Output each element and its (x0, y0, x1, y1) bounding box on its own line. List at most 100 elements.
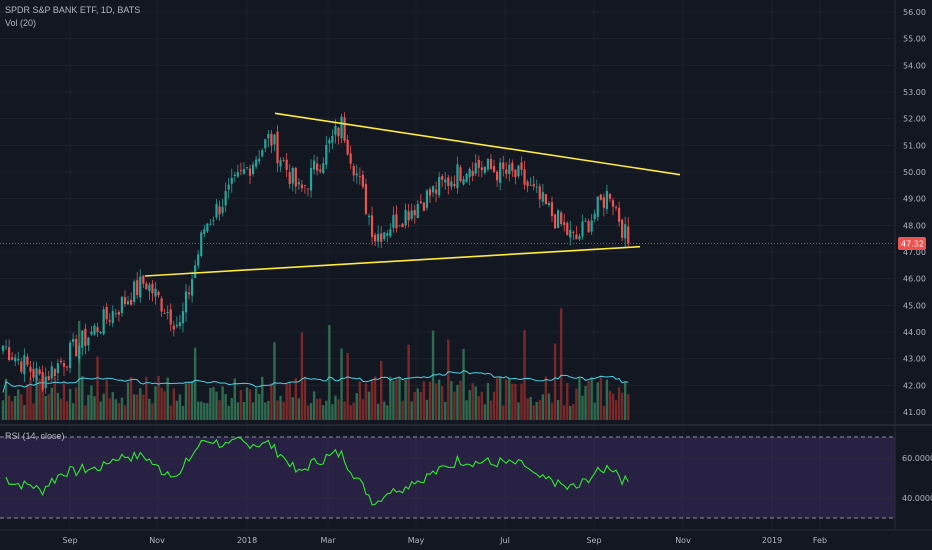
volume-bar (450, 381, 453, 420)
candle-body (245, 167, 249, 169)
volume-bar (431, 330, 435, 420)
candle-body (425, 190, 429, 208)
volume-bar (102, 393, 105, 420)
volume-bar (84, 405, 87, 420)
candle-body (261, 150, 264, 157)
volume-bar (181, 405, 185, 420)
volume-bar (20, 394, 23, 420)
volume-bar (114, 399, 118, 420)
candle-body (297, 182, 300, 185)
candle-body (520, 162, 523, 170)
volume-bar (541, 394, 545, 420)
time-axis[interactable]: Sep Nov 2018 Mar May Jul Sep Nov 2019 Fe… (62, 536, 827, 545)
volume-bar (389, 376, 392, 420)
volume-bar (300, 332, 304, 420)
volume-bar (523, 329, 526, 420)
candle-body (81, 330, 84, 348)
volume-bar (529, 396, 532, 420)
volume-bar (593, 402, 596, 420)
candle-body (364, 184, 368, 214)
volume-bar (14, 396, 17, 420)
volume-bar (227, 405, 230, 420)
candle-body (130, 299, 133, 305)
candle-body (224, 190, 227, 206)
volume-bar (599, 376, 602, 420)
volume-bar (312, 391, 316, 420)
candle-body (187, 292, 191, 295)
volume-bar (10, 401, 14, 420)
rsi-indicator-label[interactable]: RSI (14, close) (5, 431, 65, 441)
chart-title[interactable]: SPDR S&P BANK ETF, 1D, BATS (5, 5, 141, 15)
price-tick-label: 51.00 (903, 141, 926, 150)
candle-body (62, 363, 66, 367)
candle-body (514, 169, 517, 178)
volume-bar (251, 402, 255, 420)
volume-bar (197, 401, 200, 420)
volume-bar (505, 379, 508, 420)
candle-body (355, 173, 358, 176)
volume-bar (62, 381, 66, 420)
candle-body (532, 184, 535, 187)
candle-body (523, 169, 526, 185)
volume-bar (44, 395, 47, 420)
volume-bar (511, 383, 514, 420)
candle-body (218, 206, 221, 215)
price-tick-label: 49.00 (903, 195, 926, 204)
candle-body (413, 210, 416, 216)
candle-body (605, 190, 608, 210)
volume-bar (526, 398, 529, 420)
volume-bar (108, 398, 111, 420)
volume-bar (419, 392, 423, 420)
candle-body (120, 296, 124, 313)
volume-bar (410, 401, 413, 420)
candle-body (401, 223, 404, 228)
candle-body (108, 320, 111, 322)
rsi-band (0, 437, 895, 518)
candle-body (380, 233, 383, 242)
volume-bar (233, 378, 236, 420)
candle-body (578, 236, 581, 240)
price-tick-label: 42.00 (903, 381, 926, 390)
time-tick-sep-2017: Sep (62, 536, 77, 545)
volume-bar (50, 387, 53, 420)
candle-body (621, 219, 624, 238)
volume-bar (175, 400, 179, 420)
time-tick-mar-2018: Mar (320, 536, 336, 545)
volume-bar (306, 405, 310, 420)
volume-bar (56, 392, 60, 420)
upper-trendline[interactable] (274, 112, 681, 176)
lower-trendline[interactable] (144, 245, 641, 277)
time-tick-nov-2017: Nov (149, 536, 165, 545)
candle-body (75, 338, 78, 357)
candle-body (157, 291, 160, 296)
volume-bar (441, 386, 444, 420)
candle-body (139, 276, 142, 298)
volume-bar (1, 400, 5, 420)
volume-bar (563, 405, 566, 420)
volume-bar (437, 379, 441, 420)
candle-body (392, 215, 395, 228)
candle-body (117, 312, 120, 315)
candle-body (17, 358, 20, 361)
volume-bar (215, 391, 218, 420)
candle-body (499, 162, 502, 183)
candle-body (309, 168, 313, 191)
candle-body (535, 186, 538, 188)
candle-body (154, 288, 157, 297)
volume-bar (224, 394, 227, 420)
volume-bar (367, 391, 371, 420)
volume-bar (535, 401, 538, 420)
last-price-tag: 47.32 (898, 236, 926, 250)
volume-bar (184, 383, 188, 420)
candle-body (627, 226, 630, 244)
time-tick-feb-2019: Feb (813, 536, 827, 545)
candle-body (572, 231, 575, 233)
volume-bar (26, 384, 29, 420)
volume-bar (218, 400, 221, 420)
volume-indicator-label[interactable]: Vol (20) (5, 18, 37, 28)
candle-body (435, 189, 438, 194)
volume-bar (383, 401, 386, 420)
volume-bar (236, 402, 240, 420)
volume-bar (279, 395, 282, 420)
